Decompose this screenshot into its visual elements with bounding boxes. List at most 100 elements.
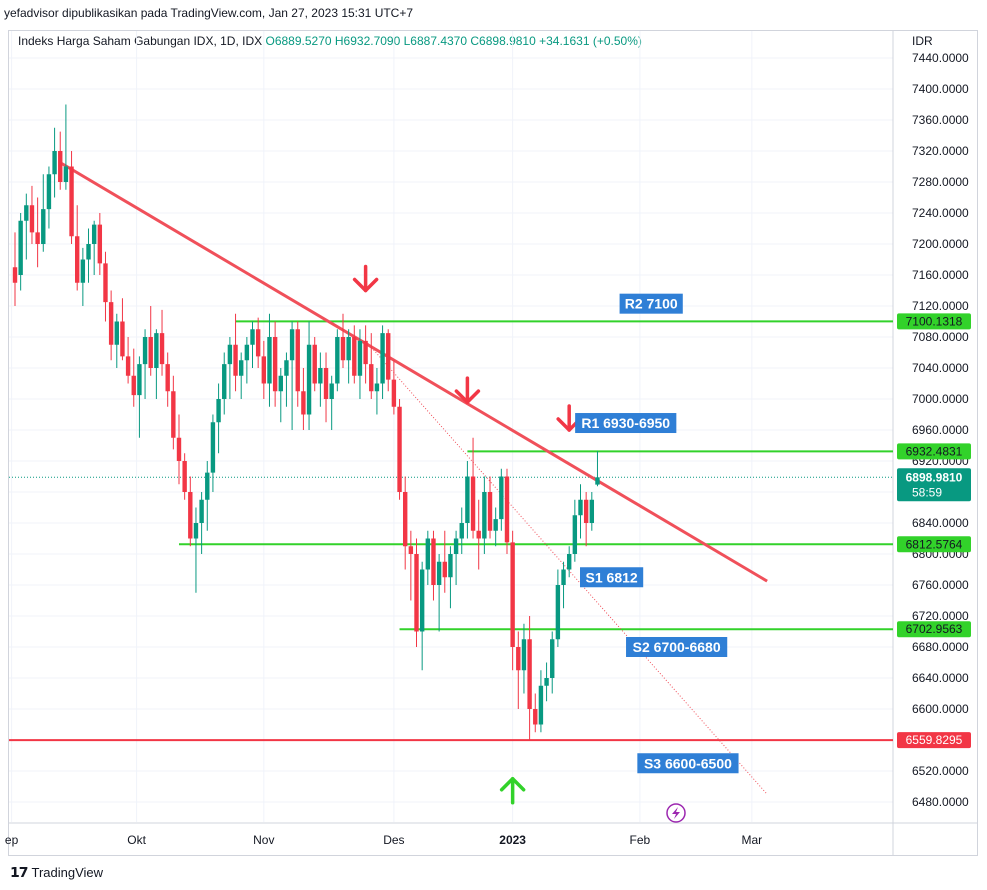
tradingview-logo-icon: 𝟭𝟳 [10, 864, 29, 880]
candle-body [120, 321, 125, 357]
candle-body [572, 515, 578, 554]
candle-body [301, 391, 306, 415]
close-value: C6898.9810 [470, 34, 536, 48]
y-tick-label: 6520.0000 [912, 764, 969, 778]
candle-body [436, 561, 442, 585]
candle-body [210, 422, 216, 473]
candles [12, 104, 600, 740]
candle-body [453, 538, 459, 554]
grid [9, 31, 893, 822]
lightning-icon [672, 807, 680, 819]
candle-body [516, 647, 521, 671]
candle-body [318, 368, 323, 384]
candle-body [408, 546, 414, 554]
zone-label-box [626, 637, 728, 657]
candle-body [504, 476, 510, 543]
candle-body [103, 263, 108, 303]
price-tag-text: 6559.8295 [906, 733, 963, 747]
candle-body [414, 554, 419, 632]
candle-body [75, 236, 80, 283]
y-tick-label: 6600.0000 [912, 702, 969, 716]
footer: 𝟭𝟳 TradingView [10, 864, 103, 881]
dotted-trendline [365, 340, 768, 795]
candle-body [391, 379, 397, 407]
candle-body [329, 383, 334, 399]
current-price-text: 6898.9810 [906, 470, 963, 484]
candle-body [63, 166, 69, 182]
y-tick-label: 7160.0000 [912, 268, 969, 282]
arrow-head [352, 277, 379, 293]
candle-body [493, 519, 498, 531]
candle-body [69, 166, 74, 237]
candle-body [425, 538, 431, 570]
candle-body [227, 344, 233, 365]
candle-body [222, 364, 227, 399]
candle-body [397, 406, 402, 492]
zone-label-text: S2 6700-6680 [633, 639, 721, 655]
brand-name: TradingView [31, 865, 104, 880]
candle-body [29, 205, 35, 233]
candle-body [35, 232, 40, 244]
trendline [59, 161, 768, 583]
candle-body [306, 344, 312, 415]
x-tick-label: ep [5, 833, 19, 847]
price-tag-text: 7100.1318 [906, 314, 963, 328]
y-tick-label: 7040.0000 [912, 361, 969, 375]
zone-label-box [619, 293, 683, 314]
candle-body [176, 437, 182, 461]
candle-body [561, 569, 566, 585]
candle-body [97, 224, 103, 264]
currency-label: IDR [912, 34, 933, 48]
candle-body [374, 383, 380, 392]
candle-body [487, 492, 493, 531]
price-tag-text: 6932.4831 [906, 444, 963, 458]
candle-body [125, 356, 131, 376]
y-tick-label: 6480.0000 [912, 795, 969, 809]
candle-body [91, 224, 97, 244]
zone-label-box [575, 413, 677, 434]
candle-body [510, 542, 515, 647]
x-tick-label: Feb [630, 833, 651, 847]
candle-body [250, 329, 255, 345]
y-tick-label: 7320.0000 [912, 144, 969, 158]
candle-body [482, 492, 487, 539]
candle-body [363, 340, 368, 365]
candle-body [555, 585, 561, 640]
candle-body [244, 344, 250, 361]
y-tick-label: 6640.0000 [912, 671, 969, 685]
y-tick-label: 6840.0000 [912, 516, 969, 530]
x-tick-label: 2023 [499, 833, 526, 847]
candle-body [131, 375, 136, 396]
price-tag-box [897, 443, 971, 460]
candle-body [267, 337, 272, 384]
candle-body [357, 340, 363, 376]
candle-body [171, 391, 176, 438]
y-tick-label: 6760.0000 [912, 578, 969, 592]
candle-body [137, 364, 142, 396]
candle-body [12, 267, 18, 283]
price-tag-box [897, 313, 971, 330]
candle-body [255, 329, 261, 357]
candle-body [459, 523, 464, 539]
candle-body [114, 321, 119, 345]
candle-body [346, 337, 351, 361]
candle-body [41, 209, 46, 244]
y-tick-label: 7080.0000 [912, 330, 969, 344]
candle-body [448, 554, 453, 578]
zone-label-text: R2 7100 [625, 296, 678, 312]
x-tick-label: Okt [127, 833, 146, 847]
price-tag-box [897, 732, 971, 749]
price-tag-text: 6812.5764 [906, 537, 963, 551]
chart-frame [8, 30, 978, 856]
low-value: L6887.4370 [403, 34, 468, 48]
y-tick-label: 7440.0000 [912, 51, 969, 65]
x-tick-label: Mar [742, 833, 763, 847]
candle-body [205, 472, 210, 500]
candle-body [533, 709, 538, 725]
price-tag-box [897, 536, 971, 553]
candle-body [431, 538, 436, 585]
candle-body [108, 302, 114, 345]
y-tick-label: 7000.0000 [912, 392, 969, 406]
arrow-down-icon [352, 264, 379, 293]
